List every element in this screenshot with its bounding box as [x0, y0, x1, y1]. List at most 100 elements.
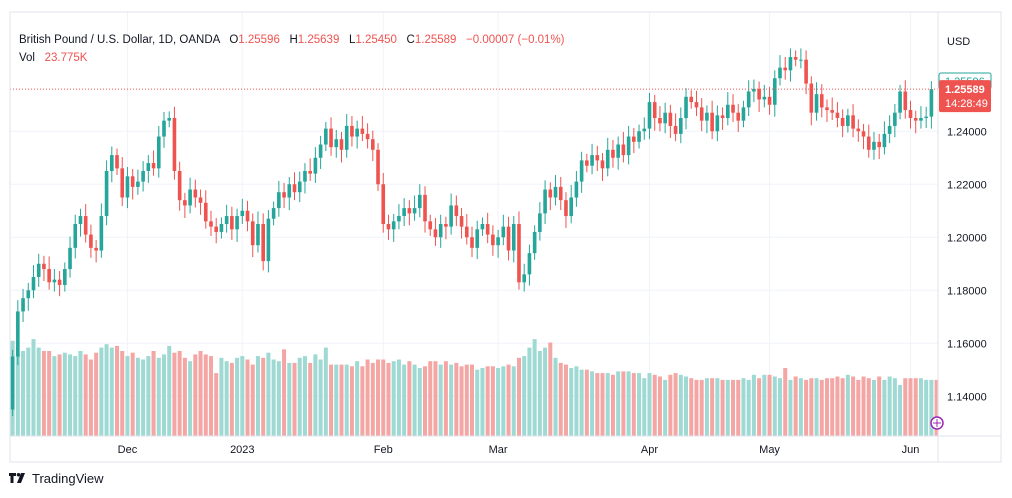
candle-body[interactable] — [94, 247, 98, 251]
candle-body[interactable] — [344, 125, 349, 150]
candle-body[interactable] — [882, 133, 887, 148]
candle-body[interactable] — [647, 102, 652, 129]
candle-body[interactable] — [480, 224, 485, 230]
candle-body[interactable] — [402, 208, 406, 217]
candle-body[interactable] — [99, 216, 104, 251]
candle-body[interactable] — [381, 184, 386, 224]
candle-body[interactable] — [334, 139, 339, 148]
candle-body[interactable] — [10, 356, 15, 410]
candle-body[interactable] — [240, 210, 245, 217]
candle-body[interactable] — [793, 57, 798, 60]
candle-body[interactable] — [250, 221, 255, 246]
candle-body[interactable] — [52, 279, 57, 283]
candle-body[interactable] — [569, 197, 573, 217]
candle-body[interactable] — [830, 110, 835, 113]
candle-body[interactable] — [386, 224, 391, 230]
candle-body[interactable] — [538, 213, 542, 232]
candle-body[interactable] — [532, 231, 537, 254]
candle-body[interactable] — [501, 226, 506, 238]
candle-body[interactable] — [21, 298, 25, 312]
candle-body[interactable] — [203, 202, 208, 222]
candle-body[interactable] — [558, 186, 563, 201]
candle-body[interactable] — [668, 112, 673, 126]
candle-body[interactable] — [663, 112, 667, 124]
candle-body[interactable] — [407, 208, 412, 214]
candle-body[interactable] — [564, 200, 568, 217]
candle-body[interactable] — [183, 200, 187, 206]
candle-body[interactable] — [109, 155, 114, 171]
candle-body[interactable] — [125, 176, 130, 198]
candle-body[interactable] — [861, 131, 866, 137]
candle-body[interactable] — [710, 112, 714, 132]
candle-body[interactable] — [741, 107, 746, 121]
candle-body[interactable] — [600, 160, 605, 169]
candle-body[interactable] — [16, 311, 20, 357]
candle-body[interactable] — [652, 102, 657, 118]
candle-body[interactable] — [605, 149, 610, 169]
candle-body[interactable] — [57, 279, 62, 285]
candle-body[interactable] — [68, 247, 72, 270]
candle-body[interactable] — [339, 139, 344, 150]
candle-body[interactable] — [772, 78, 777, 105]
candle-body[interactable] — [517, 224, 521, 283]
candle-body[interactable] — [626, 136, 631, 156]
candle-body[interactable] — [324, 128, 328, 145]
candle-body[interactable] — [543, 189, 547, 214]
candle-body[interactable] — [136, 181, 140, 187]
candle-body[interactable] — [590, 155, 594, 166]
candle-body[interactable] — [42, 263, 46, 270]
candle-body[interactable] — [141, 171, 145, 182]
candle-body[interactable] — [449, 205, 453, 227]
candle-body[interactable] — [720, 115, 725, 118]
symbol-title[interactable]: British Pound / U.S. Dollar, 1D, OANDA — [19, 34, 220, 46]
candle-body[interactable] — [846, 115, 850, 126]
candle-body[interactable] — [929, 89, 934, 117]
candle-body[interactable] — [31, 277, 36, 291]
candle-body[interactable] — [506, 226, 511, 251]
candle-body[interactable] — [282, 192, 286, 198]
candle-body[interactable] — [715, 115, 720, 132]
candle-body[interactable] — [271, 208, 276, 219]
candle-body[interactable] — [287, 184, 292, 198]
candle-body[interactable] — [146, 163, 151, 171]
candle-body[interactable] — [329, 128, 333, 148]
candle-body[interactable] — [89, 234, 93, 248]
candle-body[interactable] — [595, 155, 600, 161]
candle-body[interactable] — [63, 269, 67, 285]
candle-body[interactable] — [464, 226, 469, 238]
candle-body[interactable] — [444, 224, 448, 227]
candle-body[interactable] — [397, 216, 401, 222]
candle-body[interactable] — [230, 216, 234, 230]
candle-body[interactable] — [151, 163, 156, 169]
candle-body[interactable] — [809, 83, 814, 113]
candle-body[interactable] — [177, 171, 182, 201]
candle-body[interactable] — [778, 67, 782, 79]
candle-body[interactable] — [73, 224, 78, 248]
candle-body[interactable] — [470, 237, 474, 248]
candle-body[interactable] — [746, 91, 751, 108]
candle-body[interactable] — [851, 115, 855, 129]
candle-body[interactable] — [209, 221, 213, 227]
candle-body[interactable] — [819, 94, 824, 108]
candle-body[interactable] — [417, 194, 422, 209]
candle-body[interactable] — [26, 290, 31, 299]
candle-body[interactable] — [47, 269, 51, 283]
candle-body[interactable] — [198, 197, 203, 203]
candle-body[interactable] — [36, 263, 41, 277]
candle-body[interactable] — [527, 253, 532, 275]
candle-body[interactable] — [365, 133, 370, 140]
candle-body[interactable] — [303, 171, 307, 182]
candle-body[interactable] — [757, 88, 761, 100]
candle-body[interactable] — [673, 125, 678, 134]
candle-body[interactable] — [511, 224, 516, 251]
candle-body[interactable] — [371, 139, 375, 150]
candle-body[interactable] — [684, 96, 688, 118]
candle-body[interactable] — [522, 274, 527, 283]
candle-body[interactable] — [694, 102, 699, 108]
candle-body[interactable] — [438, 224, 443, 238]
candle-body[interactable] — [412, 208, 417, 214]
candle-body[interactable] — [574, 181, 579, 198]
candle-body[interactable] — [235, 216, 239, 230]
candle-body[interactable] — [193, 189, 198, 198]
candle-body[interactable] — [924, 116, 928, 118]
